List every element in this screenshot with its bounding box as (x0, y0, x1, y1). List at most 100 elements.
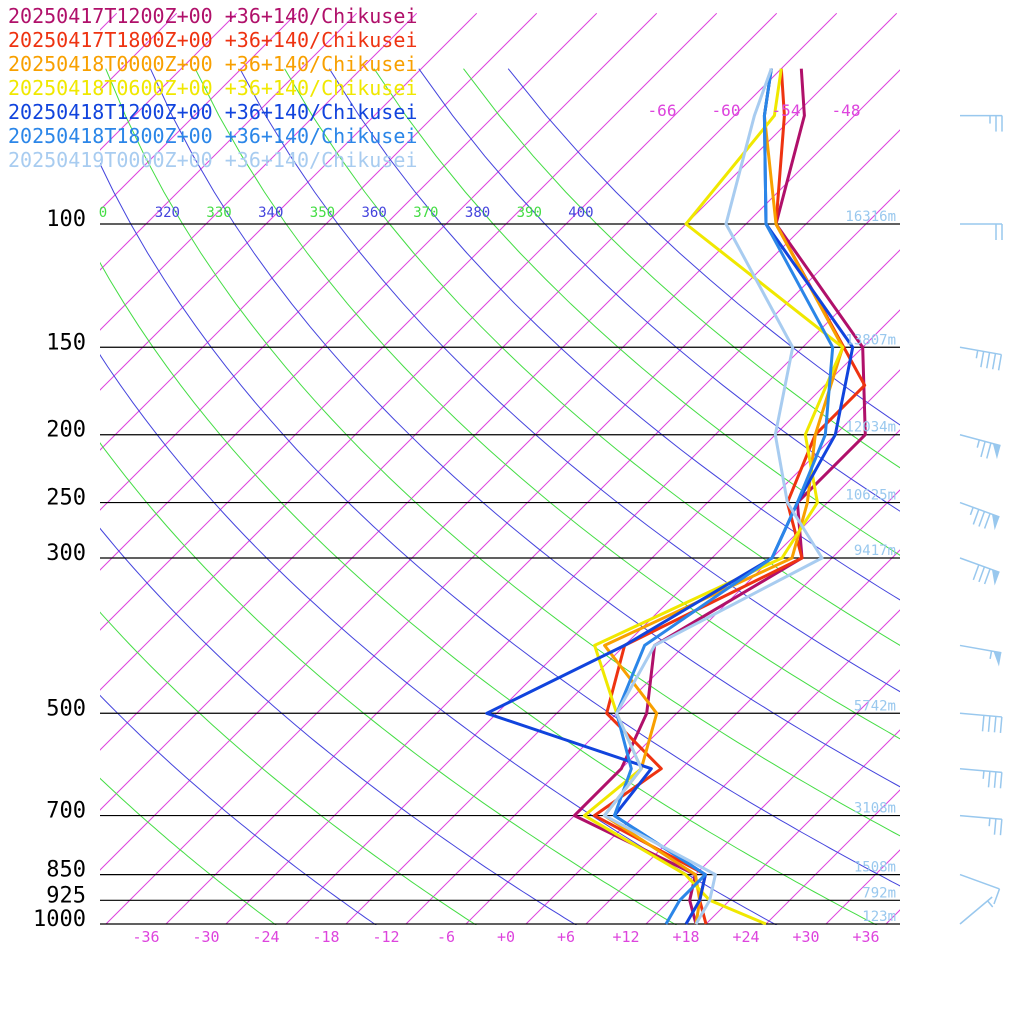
pressure-tick-label: 250 (46, 486, 86, 511)
wind-barb (959, 896, 994, 925)
temperature-tick-label: -24 (252, 928, 279, 946)
legend-entry: 20250418T1200Z+00 +36+140/Chikusei (8, 100, 417, 124)
isotherm-line (100, 12, 598, 511)
dry-adiabat-line (194, 68, 900, 740)
series-line (582, 68, 845, 925)
temperature-tick-label: +18 (672, 928, 699, 946)
dry-adiabat-line (418, 68, 900, 512)
isotherm-line (405, 429, 900, 925)
isotherm-line (225, 249, 900, 925)
temperature-tick-label: +24 (732, 928, 759, 946)
wind-barb (959, 346, 1003, 371)
temperature-tick-label: -18 (312, 928, 339, 946)
isotherm-line (100, 12, 658, 571)
dry-adiabat-line (100, 527, 578, 925)
temperature-tick-label: -12 (372, 928, 399, 946)
pressure-tick-label: 925 (46, 883, 86, 908)
pressure-tick-label: 850 (46, 858, 86, 883)
dry-adiabat-line (100, 354, 778, 925)
height-label: 13807m (845, 332, 896, 348)
theta-tick-label: 340 (258, 205, 283, 221)
wind-barb (960, 223, 1003, 240)
dry-adiabat-lines (100, 68, 900, 925)
height-label: 1508m (854, 860, 896, 876)
temperature-tick-label: +6 (557, 928, 575, 946)
wind-barb (959, 644, 1002, 667)
legend-entry: 20250419T0000Z+00 +36+140/Chikusei (8, 148, 417, 172)
isotherm-line (100, 12, 718, 631)
isotherm-line (285, 309, 900, 925)
isotherm-tick-label: -66 (648, 101, 677, 120)
isotherm-line (105, 129, 900, 925)
theta-tick-label: 360 (362, 205, 387, 221)
isotherm-line (100, 12, 778, 691)
temperature-tick-label: +0 (497, 928, 515, 946)
legend: 20250417T1200Z+00 +36+140/Chikusei202504… (8, 4, 417, 172)
dry-adiabat-line (100, 694, 377, 925)
pressure-tick-label: 500 (46, 696, 86, 721)
isotherm-tick-label: -60 (712, 101, 741, 120)
temperature-tick-label: +12 (612, 928, 639, 946)
isotherm-line (1006, 13, 1024, 924)
isotherm-tick-label: -54 (772, 101, 801, 120)
height-label: 12034m (845, 420, 896, 436)
theta-tick-label: 390 (517, 205, 542, 221)
grid (100, 12, 1024, 925)
pressure-tick-label: 100 (46, 207, 86, 232)
legend-entry: 20250417T1800Z+00 +36+140/Chikusei (8, 28, 417, 52)
height-label: 5742m (854, 698, 896, 714)
wind-barb (959, 433, 1001, 460)
dry-adiabat-line (100, 611, 477, 925)
pressure-tick-label: 200 (46, 418, 86, 443)
isotherm-line (100, 12, 358, 271)
isotherm-line (765, 789, 900, 925)
temperature-tick-label: -30 (192, 928, 219, 946)
isotherm-line (946, 13, 1024, 924)
dry-adiabat-line (100, 162, 900, 887)
isotherm-line (885, 909, 900, 925)
dry-adiabat-line (100, 777, 277, 925)
temperature-tick-label: -36 (132, 928, 159, 946)
series-line (592, 68, 867, 925)
isotherm-lines (100, 12, 1024, 925)
height-label: 123m (862, 909, 896, 925)
isotherm-line (100, 69, 900, 871)
theta-tick-label: 400 (568, 205, 593, 221)
dry-adiabat-line (284, 68, 900, 646)
temperature-tick-label: +36 (852, 928, 879, 946)
wind-barb (959, 557, 1000, 586)
dry-adiabat-line (239, 68, 900, 693)
legend-entry: 20250417T1200Z+00 +36+140/Chikusei (8, 4, 417, 28)
isotherm-line (165, 189, 900, 925)
wind-barb (959, 501, 1000, 531)
height-label: 10625m (845, 488, 896, 504)
height-label: 9417m (854, 543, 896, 559)
series-line (572, 68, 867, 925)
height-label: 792m (862, 885, 896, 901)
isotherm-line (100, 12, 478, 391)
series-lines (485, 68, 867, 925)
isotherm-line (705, 729, 900, 925)
dry-adiabat-line (105, 68, 900, 837)
wind-barb (960, 114, 1003, 132)
legend-entry: 20250418T0000Z+00 +36+140/Chikusei (8, 52, 417, 76)
dry-adiabat-line (463, 68, 900, 469)
wind-barb (959, 712, 1003, 733)
isotherm-line (525, 549, 900, 925)
dry-adiabat-line (328, 68, 900, 601)
pressure-tick-label: 1000 (33, 907, 86, 932)
legend-entry: 20250418T1800Z+00 +36+140/Chikusei (8, 124, 417, 148)
pressure-tick-label: 700 (46, 799, 86, 824)
wind-barbs (959, 114, 1003, 925)
isotherm-line (645, 669, 900, 925)
theta-tick-label: 370 (413, 205, 438, 221)
isotherm-line (345, 369, 900, 925)
isotherm-line (585, 609, 900, 925)
isotherm-line (100, 12, 898, 811)
series-line (602, 68, 845, 925)
height-label: 3108m (854, 801, 896, 817)
isotherm-line (100, 12, 838, 751)
theta-tick-label: 380 (465, 205, 490, 221)
